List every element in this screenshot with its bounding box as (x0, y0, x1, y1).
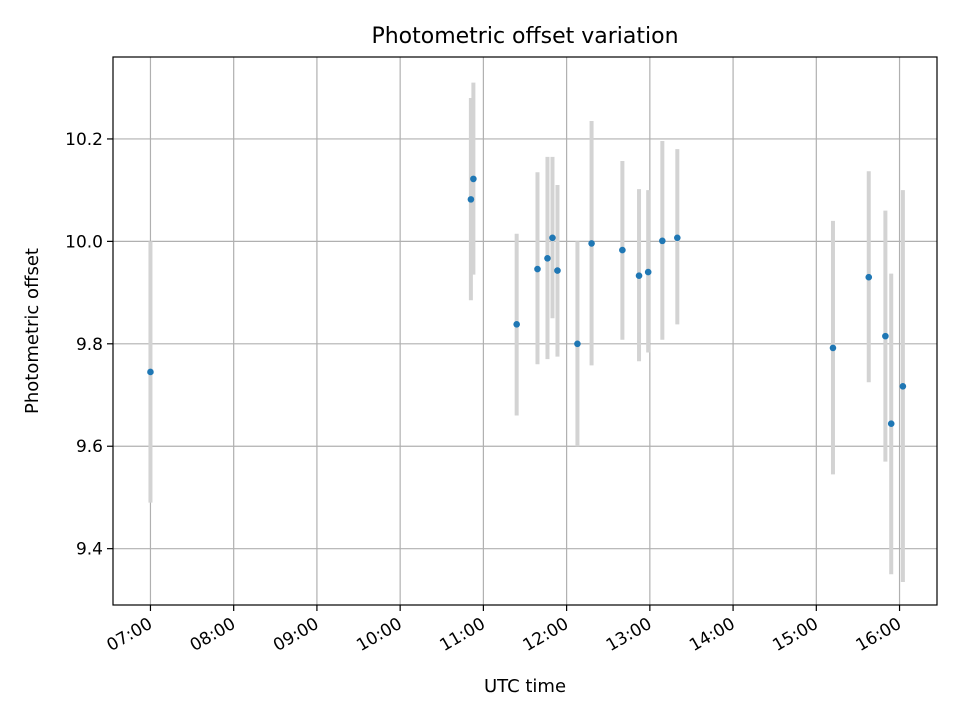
data-point (619, 246, 626, 254)
x-axis-label: UTC time (484, 676, 566, 697)
data-point (644, 268, 652, 276)
y-tick-label: 9.4 (76, 540, 103, 560)
chart-title: Photometric offset variation (371, 24, 678, 49)
data-point (470, 175, 477, 183)
y-axis-label: Photometric offset (22, 248, 43, 414)
data-point (674, 234, 681, 242)
y-tick-label: 10.2 (65, 130, 103, 150)
data-point (513, 321, 520, 328)
data-point (147, 368, 154, 376)
data-point (635, 272, 643, 279)
data-point (544, 254, 551, 262)
data-point (865, 273, 873, 281)
data-point (882, 332, 889, 340)
data-point (659, 237, 666, 245)
plot-frame (112, 56, 938, 606)
y-tick-label: 10.0 (65, 232, 103, 252)
data-point (534, 265, 541, 273)
data-points (147, 175, 907, 427)
data-point (467, 196, 475, 203)
data-point (588, 240, 595, 247)
data-point (574, 340, 581, 348)
plot-area (113, 57, 937, 605)
y-tick-label: 9.6 (76, 437, 103, 457)
data-point (829, 344, 837, 352)
data-point (554, 267, 561, 274)
data-point (899, 383, 907, 390)
data-point (549, 234, 556, 242)
data-point (887, 420, 895, 427)
y-tick-label: 9.8 (76, 335, 103, 355)
